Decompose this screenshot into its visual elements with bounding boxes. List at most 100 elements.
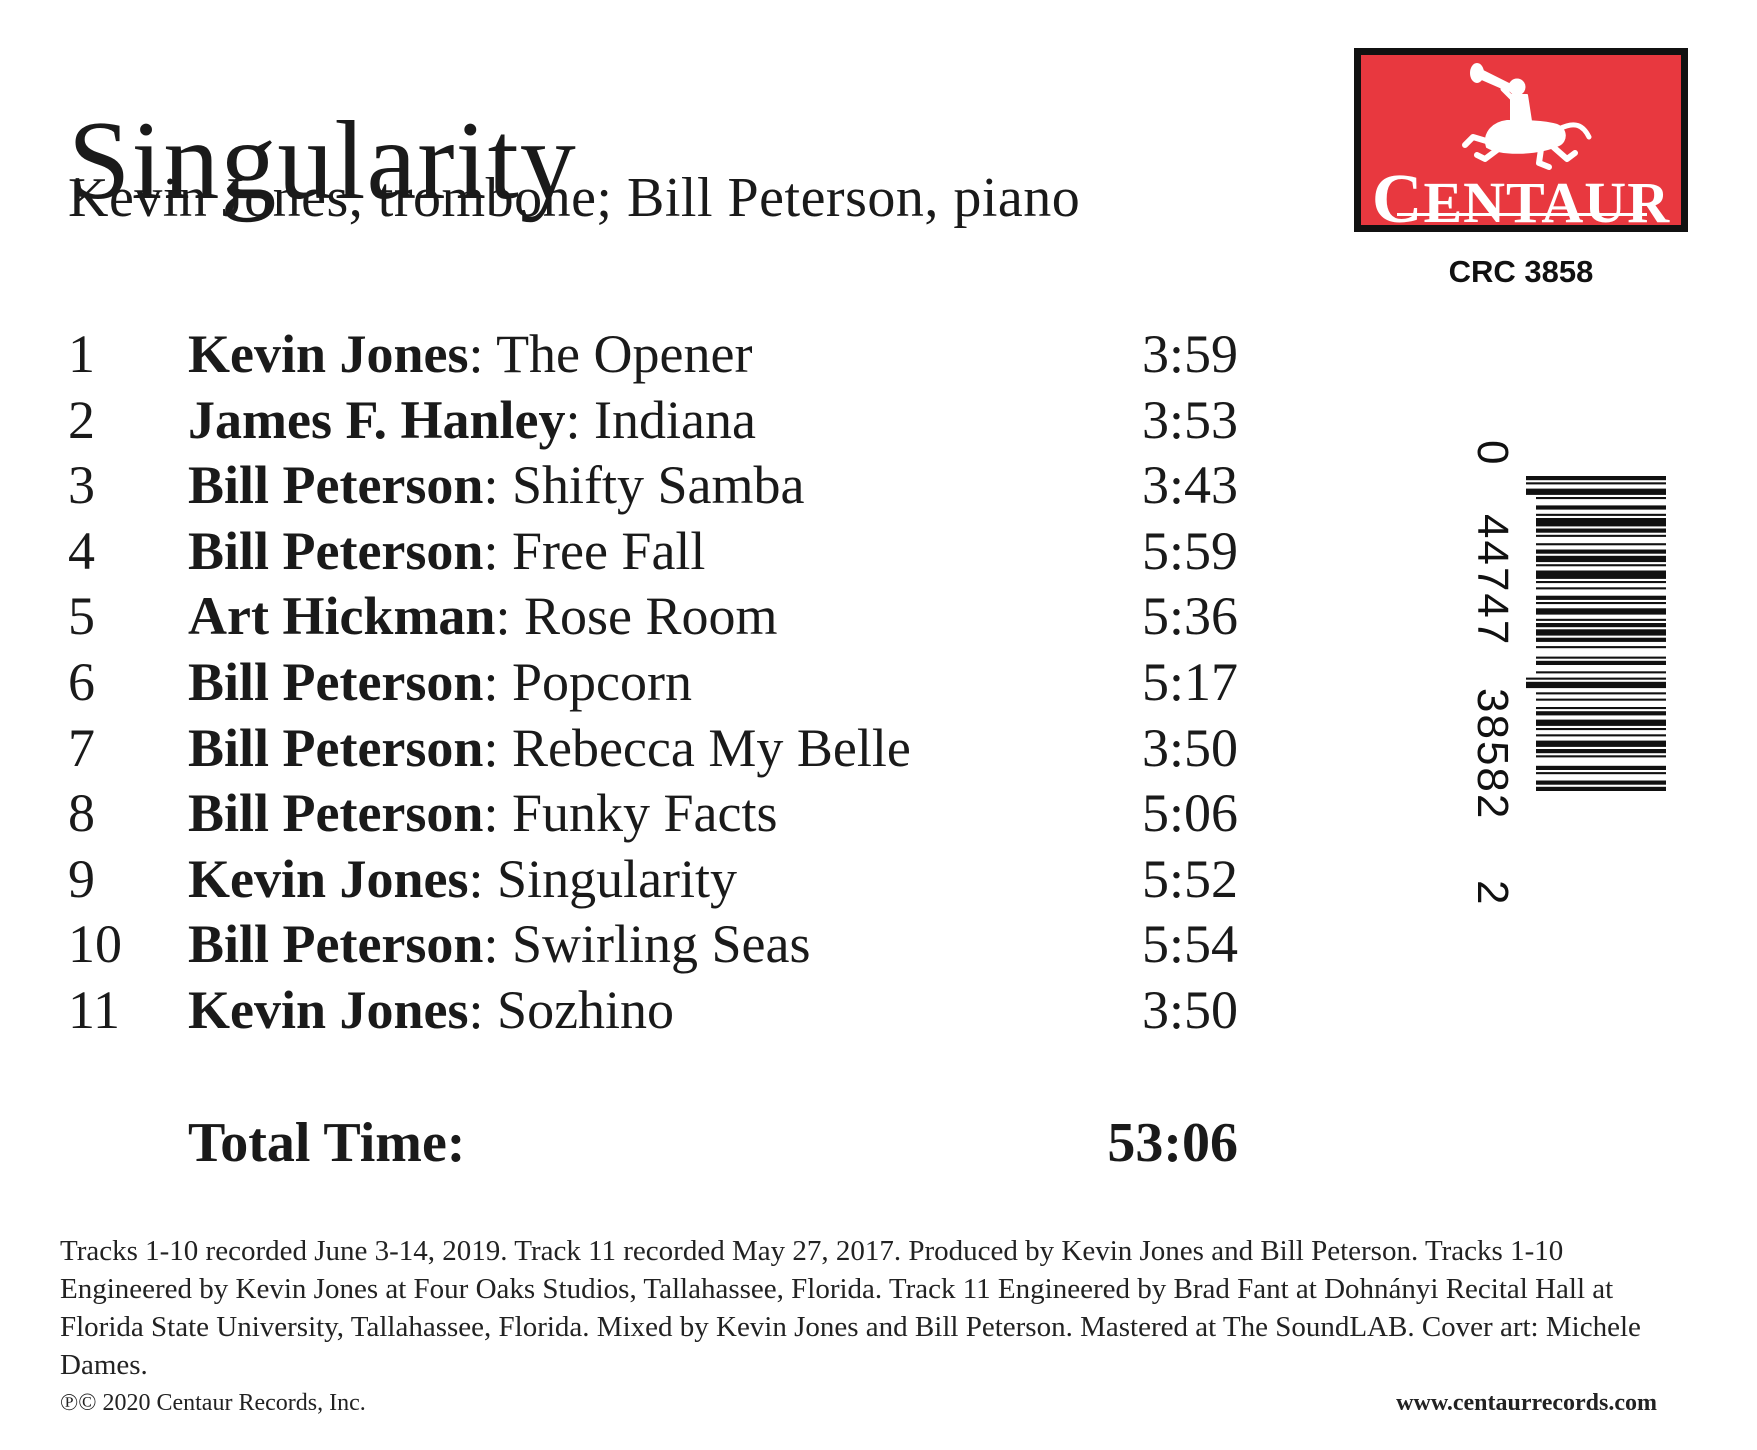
track-title: Rebecca My Belle xyxy=(511,717,911,778)
track-number: 10 xyxy=(68,914,122,975)
barcode-bar xyxy=(1536,728,1666,731)
track-piece: Art Hickman: Rose Room xyxy=(188,584,778,650)
barcode-bar xyxy=(1526,476,1666,481)
track-number: 4 xyxy=(68,520,95,581)
track-piece: Bill Peterson: Shifty Samba xyxy=(188,453,804,519)
track-piece: Bill Peterson: Popcorn xyxy=(188,650,692,716)
track-piece: James F. Hanley: Indiana xyxy=(188,388,756,454)
track-title: Swirling Seas xyxy=(511,914,811,975)
track-row: 6 Bill Peterson: Popcorn 5:17 xyxy=(68,650,1238,716)
track-number: 7 xyxy=(68,717,95,778)
track-separator: : xyxy=(483,783,512,844)
track-title: Free Fall xyxy=(511,520,706,581)
track-number: 8 xyxy=(68,783,95,844)
barcode-bar xyxy=(1536,692,1666,695)
copyright-notice: ℗© 2020 Centaur Records, Inc. xyxy=(60,1390,366,1416)
barcode-bar xyxy=(1536,581,1666,584)
centaur-horn-icon xyxy=(1462,63,1592,170)
barcode-bars xyxy=(1526,476,1666,791)
barcode-bar xyxy=(1536,518,1666,527)
track-piece: Kevin Jones: The Opener xyxy=(188,322,752,388)
barcode-bar xyxy=(1536,623,1666,628)
barcode-bar xyxy=(1536,707,1666,710)
track-composer: Kevin Jones xyxy=(188,979,469,1040)
track-row: 11 Kevin Jones: Sozhino 3:50 xyxy=(68,978,1238,1044)
barcode-bar xyxy=(1536,602,1666,605)
track-separator: : xyxy=(483,914,512,975)
logo-underline xyxy=(1397,213,1647,216)
barcode-bar xyxy=(1536,637,1666,642)
barcode-bar xyxy=(1536,740,1666,747)
barcode-digits-group-2: 38582 xyxy=(1468,688,1517,821)
track-composer: Bill Peterson xyxy=(188,455,484,516)
barcode-bar xyxy=(1536,505,1666,510)
track-duration: 3:50 xyxy=(1141,979,1238,1040)
centaur-logo: CENTAUR xyxy=(1354,48,1688,235)
track-duration: 3:59 xyxy=(1141,324,1238,384)
barcode-bar xyxy=(1536,749,1666,754)
track-row: 1 Kevin Jones: The Opener 3:59 xyxy=(68,322,1238,388)
track-piece: Bill Peterson: Rebecca My Belle xyxy=(188,716,911,782)
track-title: Singularity xyxy=(497,848,738,909)
album-title: Singularity xyxy=(68,99,577,224)
barcode-bar xyxy=(1536,629,1666,636)
track-number: 1 xyxy=(68,324,95,384)
track-separator: : xyxy=(468,848,498,909)
total-time-label: Total Time: xyxy=(188,1112,466,1174)
track-duration: 3:50 xyxy=(1141,717,1238,778)
track-separator: : xyxy=(565,389,595,450)
track-row: 3 Bill Peterson: Shifty Samba 3:43 xyxy=(68,453,1238,519)
track-duration: 3:43 xyxy=(1141,455,1238,516)
barcode-digit-last: 2 xyxy=(1468,880,1517,905)
track-title: Rose Room xyxy=(523,586,778,647)
barcode-bar xyxy=(1536,555,1666,563)
barcode-bar xyxy=(1536,497,1666,500)
total-time-value: 53:06 xyxy=(1107,1112,1238,1174)
track-title: Shifty Samba xyxy=(511,455,805,516)
barcode-bar xyxy=(1536,608,1666,615)
barcode-bar xyxy=(1536,780,1666,785)
track-title: Indiana xyxy=(594,389,756,450)
track-separator: : xyxy=(483,520,512,581)
track-piece: Bill Peterson: Swirling Seas xyxy=(188,912,810,978)
track-title: Sozhino xyxy=(497,979,675,1040)
barcode-bar xyxy=(1536,534,1666,537)
barcode-bar xyxy=(1536,656,1666,659)
track-list: 1 Kevin Jones: The Opener 3:59 2 James F. Ha… xyxy=(68,322,1238,1044)
barcode-digits-group-1: 44747 xyxy=(1468,514,1517,647)
barcode-bar xyxy=(1526,488,1666,495)
total-time: Total Time: 53:06 xyxy=(188,1108,1238,1178)
track-row: 7 Bill Peterson: Rebecca My Belle 3:50 xyxy=(68,716,1238,782)
track-separator: : xyxy=(483,455,512,516)
barcode-digit-first: 0 xyxy=(1468,440,1517,465)
barcode-bar xyxy=(1536,698,1666,701)
track-number: 6 xyxy=(68,651,95,712)
track-number: 3 xyxy=(68,455,95,516)
track-separator: : xyxy=(483,651,512,712)
track-separator: : xyxy=(495,586,524,647)
logo-text-initial: C xyxy=(1371,161,1424,238)
barcode-bar xyxy=(1536,765,1666,770)
barcode-bar xyxy=(1536,646,1666,649)
barcode-digits: 0 44747 38582 2 xyxy=(1468,440,1530,920)
track-title: The Opener xyxy=(496,324,753,384)
track-composer: Bill Peterson xyxy=(188,783,484,844)
track-piece: Bill Peterson: Funky Facts xyxy=(188,781,778,847)
track-row: 9 Kevin Jones: Singularity 5:52 xyxy=(68,847,1238,913)
barcode-bar xyxy=(1526,482,1666,485)
track-piece: Kevin Jones: Sozhino xyxy=(188,978,674,1044)
barcode-bar xyxy=(1536,772,1666,775)
track-row: 8 Bill Peterson: Funky Facts 5:06 xyxy=(68,781,1238,847)
barcode-bar xyxy=(1536,671,1666,674)
website-url: www.centaurrecords.com xyxy=(1396,1390,1657,1416)
track-composer: Kevin Jones xyxy=(188,848,469,909)
track-duration: 5:52 xyxy=(1141,848,1238,909)
barcode-bar xyxy=(1536,513,1666,516)
track-duration: 5:06 xyxy=(1141,783,1238,844)
track-composer: Bill Peterson xyxy=(188,651,484,712)
track-separator: : xyxy=(468,324,497,384)
track-composer: Art Hickman xyxy=(188,586,496,647)
track-number: 5 xyxy=(68,586,95,647)
barcode-bar xyxy=(1526,681,1666,689)
catalog-number: CRC 3858 xyxy=(1448,254,1594,289)
